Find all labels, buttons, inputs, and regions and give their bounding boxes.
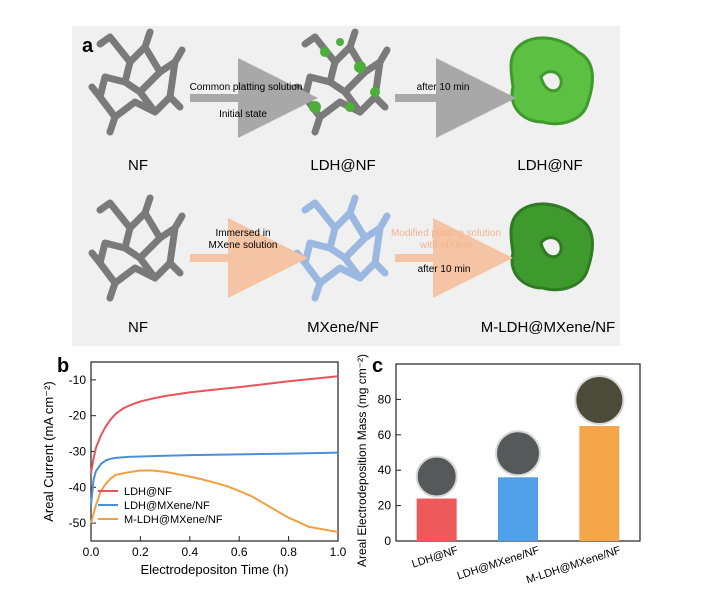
immersed-line2: MXene solution: [209, 240, 278, 251]
series-line-1: [90, 375, 339, 474]
bar-2: [498, 477, 538, 541]
panel-a-label: a: [82, 35, 94, 57]
y-tick-label: -10: [69, 373, 87, 387]
y-tick-label: -30: [69, 445, 87, 459]
ldh-nf-structure-initial: [297, 32, 387, 132]
y-axis-label: Areal Electrodeposition Mass (mg cm⁻²): [355, 354, 369, 567]
y-tick-label: -40: [69, 480, 87, 494]
m-ldh-mxene-nf-structure: [509, 202, 594, 292]
row1-left-label: NF: [128, 157, 148, 174]
y-tick-label: 20: [378, 499, 392, 513]
sample-photo-2: [495, 430, 541, 477]
row2-right-label: M-LDH@MXene/NF: [481, 319, 615, 336]
row1-middle-label: LDH@NF: [310, 157, 375, 174]
bar-3: [579, 425, 620, 541]
x-tick-label: 0.4: [181, 545, 198, 559]
arrow1-top-text: Common platting solution: [190, 82, 303, 93]
legend-label-2: LDH@MXene/NF: [124, 500, 210, 512]
row2-left-label: NF: [128, 319, 148, 336]
panel-b-label: b: [57, 355, 69, 377]
nf-structure-row1: [92, 32, 182, 132]
modified-line1: Modified platting solution: [391, 228, 501, 239]
y-tick-label: 60: [378, 428, 392, 442]
x-tick-label: 1.0: [330, 545, 347, 559]
x-axis-label: Electrodepositon Time (h): [140, 562, 288, 577]
x-tick-label: 0.2: [132, 545, 149, 559]
modified-line2: with MXene: [419, 240, 473, 251]
line-chart-areal-current: 0.0 0.2 0.4 0.6 0.8 1.0 -10 -20 -30 -40 -50 Electro…: [41, 361, 347, 577]
category-label-1: LDH@NF: [410, 544, 459, 570]
legend-label-3: M-LDH@MXene/NF: [124, 514, 223, 526]
y-tick-label: -20: [69, 409, 87, 423]
x-tick-label: 0.0: [83, 545, 100, 559]
immersed-line1: Immersed in: [215, 228, 270, 239]
legend-label-1: LDH@NF: [124, 486, 172, 498]
sample-photo-1: [415, 455, 458, 498]
ldh-nf-structure-10min: [509, 36, 594, 126]
mxene-nf-structure: [297, 198, 387, 298]
nf-structure-row2: [92, 198, 182, 298]
arrow2-top-text: after 10 min: [417, 82, 470, 93]
series-line-3: [90, 469, 339, 533]
bar-1: [416, 498, 457, 541]
bar-chart-electrodeposition-mass: 0 20 40 60 80 Areal Electrodeposition Mass (m…: [355, 354, 641, 586]
after10min-row2: after 10 min: [418, 264, 471, 275]
y-tick-label: -50: [69, 516, 87, 530]
row2-middle-label: MXene/NF: [307, 319, 379, 336]
series-line-2: [90, 451, 339, 506]
y-tick-label: 0: [384, 534, 391, 548]
row1-right-label: LDH@NF: [517, 157, 582, 174]
y-tick-label: 80: [378, 392, 392, 406]
x-tick-label: 0.6: [231, 545, 248, 559]
sample-photo-3: [574, 374, 625, 425]
category-label-3: M-LDH@MXene/NF: [525, 544, 623, 586]
x-tick-label: 0.8: [280, 545, 297, 559]
arrow1-bottom-text: Initial state: [219, 109, 267, 120]
y-tick-label: 40: [378, 463, 392, 477]
panel-c-label: c: [372, 355, 383, 377]
y-axis-label: Areal Current (mA cm⁻²): [41, 381, 56, 522]
